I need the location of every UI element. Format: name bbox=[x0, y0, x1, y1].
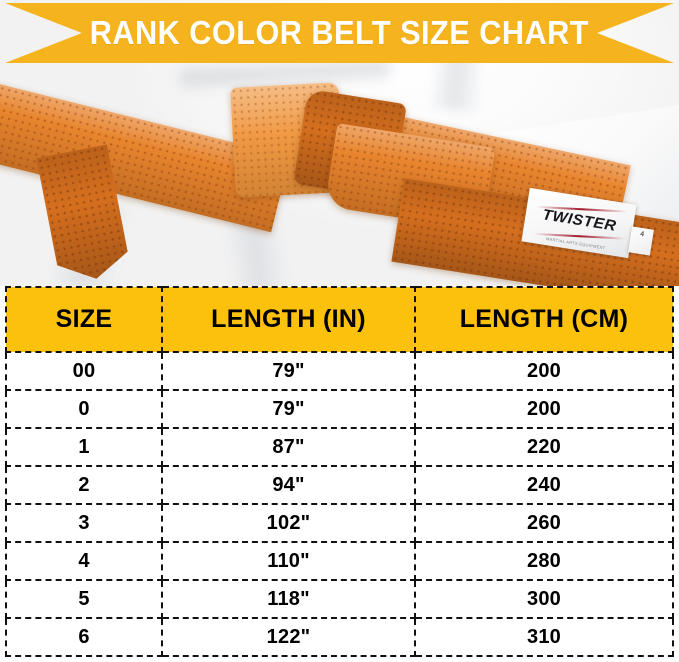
cell-size: 00 bbox=[5, 351, 163, 391]
cell-length-cm: 310 bbox=[414, 617, 674, 657]
cell-length-in: 87" bbox=[161, 427, 416, 467]
cell-length-cm: 300 bbox=[414, 579, 674, 619]
table-row: 4 110" 280 bbox=[5, 541, 674, 581]
table-body: 00 79" 200 0 79" 200 1 87" 220 2 94" 240… bbox=[5, 351, 674, 657]
cell-length-in: 94" bbox=[161, 465, 416, 505]
cell-length-cm: 220 bbox=[414, 427, 674, 467]
cell-length-cm: 200 bbox=[414, 389, 674, 429]
table-row: 0 79" 200 bbox=[5, 389, 674, 429]
table-header-row: SIZE LENGTH (IN) LENGTH (CM) bbox=[5, 286, 674, 353]
table-row: 3 102" 260 bbox=[5, 503, 674, 543]
table-row: 00 79" 200 bbox=[5, 351, 674, 391]
belt-size-tag: 4 bbox=[628, 226, 654, 256]
column-header-length-cm: LENGTH (CM) bbox=[414, 286, 674, 353]
cell-length-in: 118" bbox=[161, 579, 416, 619]
belt-size-table: SIZE LENGTH (IN) LENGTH (CM) 00 79" 2 00 … bbox=[5, 286, 674, 657]
page-title: RANK COLOR BELT SIZE CHART bbox=[89, 14, 590, 51]
table-row: 6 122" 310 bbox=[5, 617, 674, 657]
title-banner: RANK COLOR BELT SIZE CHART bbox=[5, 3, 674, 63]
cell-size: 4 bbox=[5, 541, 163, 581]
cell-size: 3 bbox=[5, 503, 163, 543]
cell-size: 6 bbox=[5, 617, 163, 657]
cell-length-in: 79" bbox=[161, 351, 416, 391]
cell-length-cm: 280 bbox=[414, 541, 674, 581]
column-header-length-in: LENGTH (IN) bbox=[161, 286, 416, 353]
cell-length-cm: 240 bbox=[414, 465, 674, 505]
table-row: 2 94" 240 bbox=[5, 465, 674, 505]
cell-length-in: 122" bbox=[161, 617, 416, 657]
cell-length-cm: 260 bbox=[414, 503, 674, 543]
cell-length-in: 79" bbox=[161, 389, 416, 429]
table-row: 5 118" 300 bbox=[5, 579, 674, 619]
cell-size: 2 bbox=[5, 465, 163, 505]
cell-length-cm: 200 bbox=[414, 351, 674, 391]
table-row: 1 87" 220 bbox=[5, 427, 674, 467]
cell-size: 0 bbox=[5, 389, 163, 429]
column-header-size: SIZE bbox=[5, 286, 163, 353]
cell-size: 5 bbox=[5, 579, 163, 619]
cell-size: 1 bbox=[5, 427, 163, 467]
cell-length-in: 110" bbox=[161, 541, 416, 581]
cell-length-in: 102" bbox=[161, 503, 416, 543]
